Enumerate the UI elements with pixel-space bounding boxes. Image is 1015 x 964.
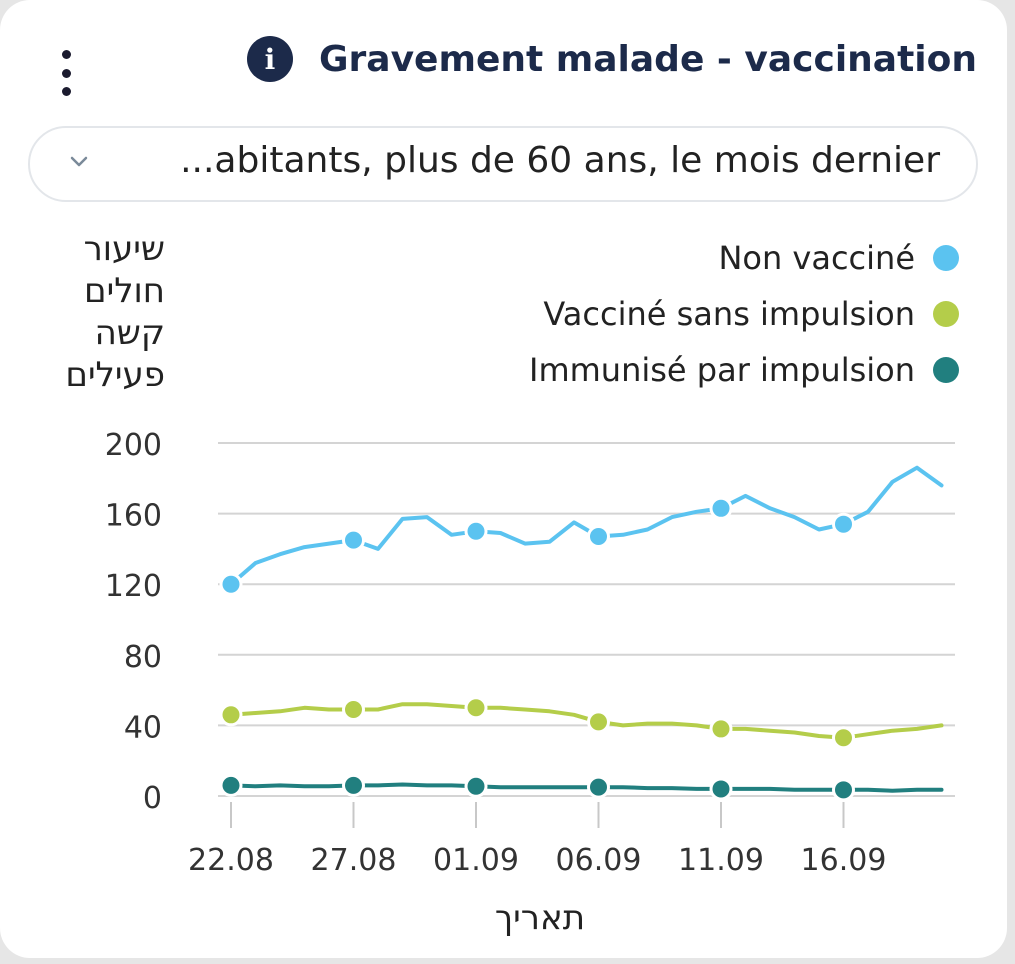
x-tick-label: 06.09 [556,843,642,878]
legend-swatch [933,245,959,271]
legend: Non vacciné Vacciné sans impulsion Immun… [529,230,959,398]
chevron-down-icon [70,156,88,167]
data-point [464,519,488,543]
data-point [464,696,488,720]
data-point [342,773,365,797]
menu-dot [61,87,71,96]
menu-dot [61,68,71,78]
data-point [587,525,610,549]
y-tick-label: 200 [105,428,162,463]
data-point [587,710,610,734]
data-point [832,778,855,802]
data-point [709,777,733,801]
legend-label: Immunisé par impulsion [529,351,915,389]
y-tick-label: 40 [124,710,162,745]
legend-item[interactable]: Vacciné sans impulsion [529,286,959,342]
y-tick-label: 160 [105,499,162,534]
legend-item[interactable]: Non vacciné [529,230,959,286]
data-point [342,528,365,552]
x-tick-label: 22.08 [188,843,274,878]
data-point [709,496,733,520]
data-point [219,703,243,727]
data-point [709,717,733,741]
data-point [587,775,610,799]
y-tick-label: 120 [105,569,162,604]
x-tick-label: 16.09 [801,843,887,878]
x-tick-label: 27.08 [311,843,397,878]
data-point [832,726,855,750]
x-tick-label: 01.09 [433,843,519,878]
y-axis-label: שיעור חולים קשה פעילים [65,229,165,395]
info-icon[interactable]: i [246,36,293,82]
legend-label: Non vacciné [718,239,915,277]
legend-swatch [933,301,959,327]
y-tick-label: 80 [124,640,162,675]
data-point [464,774,488,798]
legend-swatch [933,357,959,383]
header: i Gravement malade - vaccination [246,34,977,84]
data-point [832,512,855,536]
data-point [219,773,243,797]
filter-selected-value: ...abitants, plus de 60 ans, le mois der… [180,140,940,181]
population-filter-dropdown[interactable]: ...abitants, plus de 60 ans, le mois der… [28,126,978,202]
y-tick-label: 0 [143,781,162,816]
x-axis-label: תאריך [494,898,586,938]
data-point [219,572,243,596]
legend-label: Vacciné sans impulsion [543,295,915,333]
x-tick-label: 11.09 [678,843,764,878]
chart-title: Gravement malade - vaccination [318,38,977,80]
data-point [342,698,365,722]
kebab-menu-icon[interactable] [52,50,80,96]
menu-dot [61,50,71,59]
legend-item[interactable]: Immunisé par impulsion [529,342,959,398]
